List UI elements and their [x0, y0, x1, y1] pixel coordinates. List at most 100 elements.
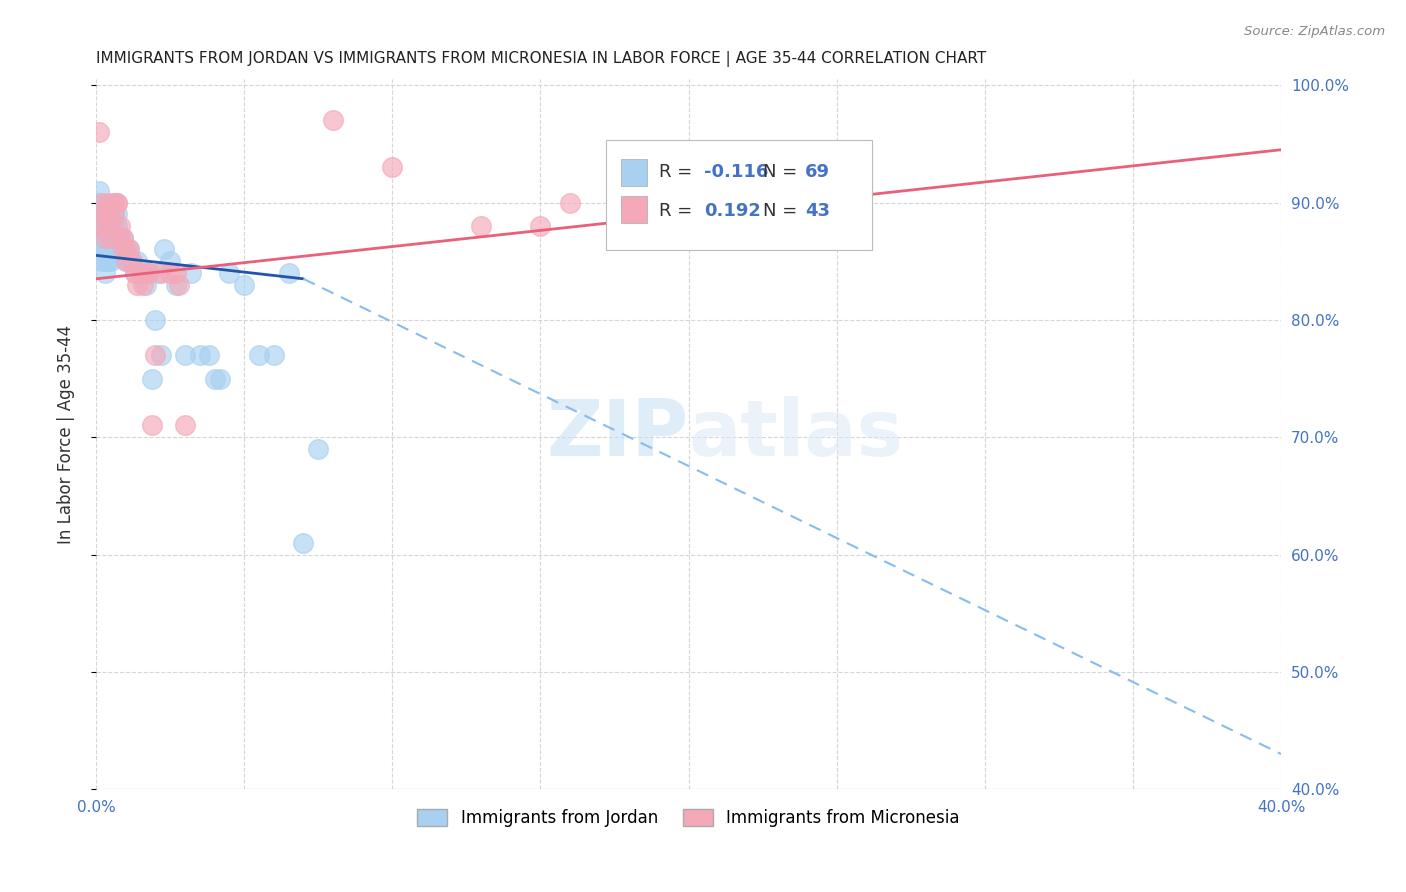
Point: [111, 231, 134, 245]
Point: [141, 418, 163, 433]
Point: [103, 207, 125, 221]
Point: [100, 231, 122, 245]
Point: [91, 219, 114, 233]
Point: [111, 243, 134, 257]
Point: [103, 207, 125, 221]
Point: [111, 243, 134, 257]
Point: [105, 231, 128, 245]
Point: [94, 243, 117, 257]
Point: [204, 371, 226, 385]
Text: -0.116: -0.116: [704, 163, 768, 181]
Point: [233, 277, 256, 292]
Point: [143, 313, 166, 327]
Point: [124, 266, 146, 280]
Point: [127, 254, 149, 268]
Point: [111, 231, 134, 245]
Point: [103, 231, 125, 245]
Point: [108, 231, 131, 245]
Text: N =: N =: [763, 163, 803, 181]
Point: [87, 219, 110, 233]
Point: [87, 195, 110, 210]
Text: 69: 69: [804, 163, 830, 181]
Point: [167, 277, 190, 292]
Point: [180, 266, 202, 280]
Point: [174, 418, 197, 433]
Point: [135, 277, 157, 292]
Point: [150, 348, 173, 362]
Point: [100, 219, 122, 233]
Bar: [621, 196, 647, 224]
Point: [292, 536, 315, 550]
Text: R =: R =: [659, 163, 697, 181]
Point: [159, 254, 181, 268]
Point: [121, 254, 143, 268]
Point: [94, 207, 117, 221]
Point: [138, 266, 160, 280]
Point: [558, 195, 581, 210]
Point: [159, 266, 181, 280]
Point: [103, 195, 125, 210]
Point: [138, 266, 160, 280]
Point: [105, 243, 128, 257]
Point: [100, 219, 122, 233]
Text: atlas: atlas: [689, 396, 904, 472]
Point: [87, 219, 110, 233]
Point: [129, 266, 152, 280]
Point: [87, 243, 110, 257]
Point: [143, 348, 166, 362]
Legend: Immigrants from Jordan, Immigrants from Micronesia: Immigrants from Jordan, Immigrants from …: [411, 803, 966, 834]
Point: [307, 442, 329, 456]
Point: [91, 254, 114, 268]
Point: [121, 254, 143, 268]
Point: [91, 243, 114, 257]
Point: [117, 243, 139, 257]
Point: [165, 266, 187, 280]
Point: [737, 184, 759, 198]
Point: [108, 231, 131, 245]
Point: [619, 195, 641, 210]
Point: [94, 219, 117, 233]
Point: [100, 207, 122, 221]
Y-axis label: In Labor Force | Age 35-44: In Labor Force | Age 35-44: [58, 325, 75, 544]
Point: [135, 266, 157, 280]
Point: [381, 161, 404, 175]
Point: [105, 219, 128, 233]
Point: [529, 219, 551, 233]
Point: [91, 195, 114, 210]
Point: [108, 243, 131, 257]
Point: [105, 195, 128, 210]
Point: [94, 231, 117, 245]
Point: [100, 243, 122, 257]
Point: [127, 277, 149, 292]
Point: [105, 207, 128, 221]
Point: [188, 348, 211, 362]
Text: 43: 43: [804, 202, 830, 219]
Point: [150, 266, 173, 280]
Point: [91, 219, 114, 233]
Point: [87, 231, 110, 245]
Text: R =: R =: [659, 202, 703, 219]
Point: [322, 113, 344, 128]
Point: [129, 266, 152, 280]
Point: [218, 266, 240, 280]
Point: [97, 207, 120, 221]
Point: [165, 277, 187, 292]
Point: [209, 371, 232, 385]
Point: [105, 195, 128, 210]
Point: [94, 207, 117, 221]
Point: [197, 348, 219, 362]
Point: [114, 254, 136, 268]
Point: [148, 266, 170, 280]
Point: [114, 243, 136, 257]
Point: [100, 231, 122, 245]
Point: [108, 219, 131, 233]
Point: [94, 266, 117, 280]
Point: [87, 207, 110, 221]
Point: [174, 348, 197, 362]
Bar: [621, 159, 647, 186]
Point: [117, 254, 139, 268]
Point: [263, 348, 285, 362]
Point: [114, 243, 136, 257]
Point: [94, 254, 117, 268]
FancyBboxPatch shape: [606, 140, 872, 250]
